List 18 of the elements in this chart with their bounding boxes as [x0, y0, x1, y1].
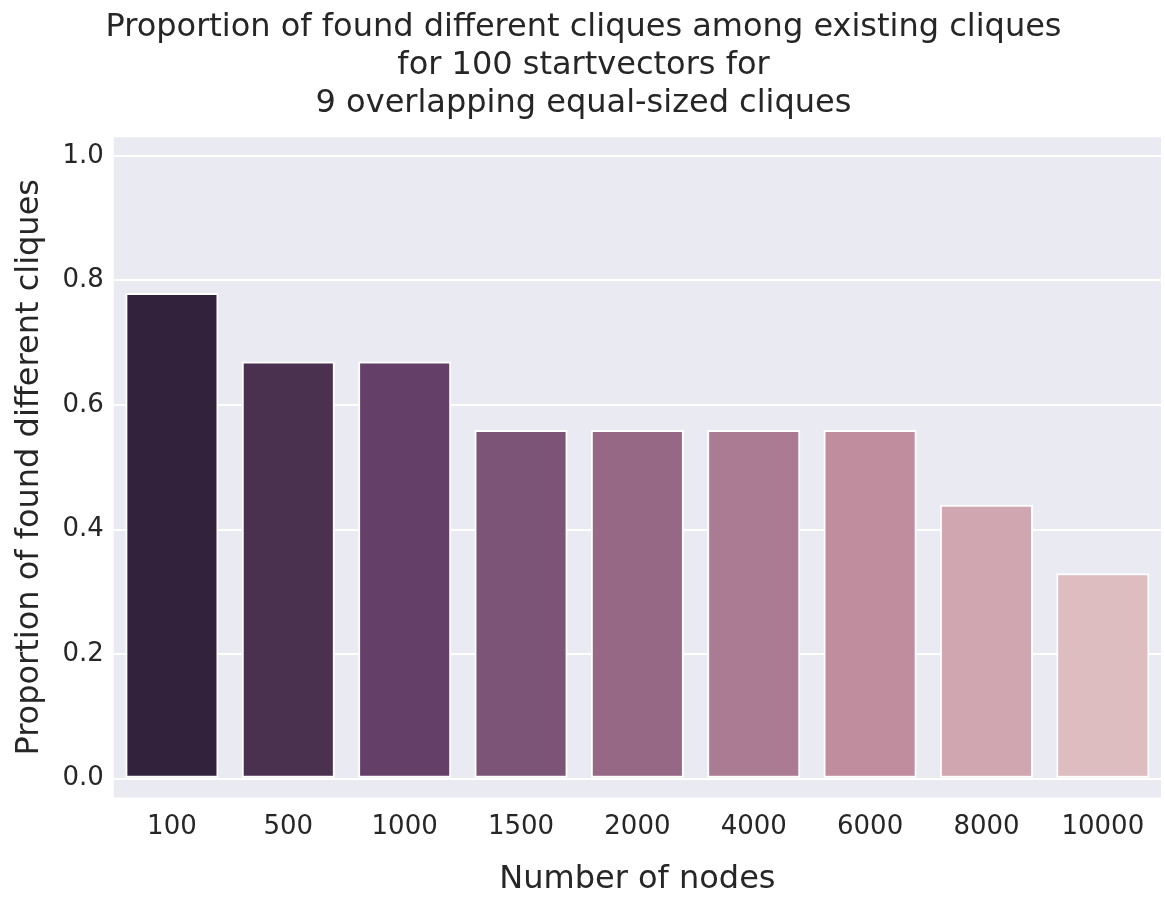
x-tick-label: 8000 — [953, 809, 1020, 840]
y-tick-label: 0.8 — [62, 263, 104, 294]
x-tick-label: 10000 — [1061, 809, 1145, 840]
x-axis-title: Number of nodes — [499, 858, 776, 897]
y-tick-label: 0.2 — [62, 636, 104, 667]
x-tick-label: 500 — [263, 809, 314, 840]
y-tick-label: 0.0 — [62, 761, 104, 792]
x-tick-label: 2000 — [604, 809, 671, 840]
x-tick-label: 1500 — [487, 809, 555, 840]
chart-title: Proportion of found different cliques among existing cliques for 100 startvectors for 9 overlapping equal-sized cliques — [105, 5, 1062, 121]
y-tick-label: 1.0 — [62, 138, 104, 169]
y-tick-label: 0.6 — [62, 387, 104, 418]
x-tick-label: 100 — [147, 809, 197, 840]
x-tick-label: 6000 — [837, 809, 904, 840]
y-axis-title: Proportion of found different cliques — [7, 179, 46, 756]
x-tick-label: 4000 — [720, 809, 787, 840]
x-tick-label: 1000 — [371, 809, 438, 840]
y-tick-label: 0.4 — [62, 512, 104, 543]
